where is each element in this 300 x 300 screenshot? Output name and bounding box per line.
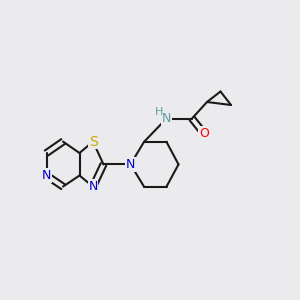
Text: N: N <box>42 169 51 182</box>
Text: S: S <box>88 135 98 148</box>
Text: N: N <box>88 180 98 193</box>
Text: N: N <box>162 112 171 125</box>
Text: N: N <box>126 158 135 171</box>
Text: O: O <box>199 127 209 140</box>
Text: H: H <box>155 107 163 117</box>
